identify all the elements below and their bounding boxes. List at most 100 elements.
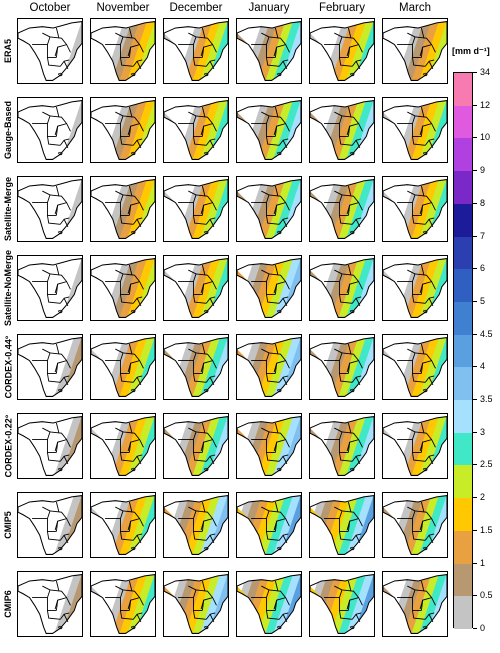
precip-band — [197, 179, 228, 239]
country-border — [201, 422, 206, 434]
country-border — [178, 589, 197, 599]
lesotho-outline — [422, 388, 428, 393]
map-panel — [17, 176, 83, 242]
map-panel — [382, 176, 448, 242]
country-border — [115, 190, 124, 196]
lesotho-outline — [130, 72, 136, 77]
map-panel — [382, 255, 448, 321]
lesotho-outline — [57, 309, 63, 314]
lesotho-outline — [349, 625, 355, 630]
country-border — [420, 580, 425, 592]
country-border — [411, 294, 426, 304]
country-border — [136, 377, 142, 386]
precip-band — [416, 495, 447, 555]
country-border — [351, 138, 362, 146]
precip-band — [189, 258, 225, 318]
precip-band — [124, 179, 155, 239]
country-border — [119, 360, 130, 374]
row-label-text: Satellite-Merge — [3, 176, 13, 242]
map-panel — [382, 571, 448, 637]
country-border — [105, 589, 124, 599]
country-border — [347, 343, 352, 355]
country-border — [119, 294, 134, 304]
colorbar-label: 2 — [480, 492, 486, 503]
precip-band — [43, 574, 79, 634]
country-border — [128, 422, 133, 434]
country-border — [419, 284, 424, 294]
coastline — [164, 337, 228, 397]
country-border — [63, 219, 69, 228]
country-border — [274, 281, 290, 295]
country-border — [119, 136, 134, 146]
coastline — [164, 179, 228, 239]
country-border — [420, 123, 436, 137]
country-border — [192, 373, 207, 383]
coastline — [18, 179, 82, 239]
map-panel — [163, 413, 229, 479]
map-panel — [236, 571, 302, 637]
country-border — [192, 57, 207, 67]
precip-band — [181, 21, 217, 81]
precip-band — [35, 21, 71, 81]
map-panel — [90, 413, 156, 479]
country-border — [55, 264, 60, 276]
country-border — [46, 531, 61, 541]
country-border — [136, 219, 142, 228]
country-border — [192, 215, 207, 225]
country-border — [424, 217, 435, 225]
country-border — [334, 111, 343, 117]
country-border — [414, 36, 432, 45]
country-border — [209, 298, 215, 307]
country-border — [195, 352, 213, 361]
coastline — [237, 495, 301, 555]
country-border — [119, 452, 134, 462]
row-label: CORDEX-0.44° — [1, 329, 15, 405]
country-border — [273, 442, 278, 452]
precip-band — [108, 21, 144, 81]
country-border — [268, 589, 286, 598]
country-border — [261, 190, 270, 196]
precip-band — [400, 337, 436, 397]
country-border — [119, 439, 130, 453]
country-border — [273, 363, 278, 373]
country-border — [268, 36, 286, 45]
country-border — [128, 360, 144, 374]
precip-band — [51, 179, 82, 239]
precip-band — [400, 416, 436, 476]
precip-band — [327, 495, 363, 555]
lesotho-outline — [276, 72, 282, 77]
country-border — [347, 501, 352, 513]
precip-band — [181, 100, 217, 160]
country-border — [188, 190, 197, 196]
country-border — [351, 296, 362, 304]
lesotho-outline — [349, 230, 355, 235]
lesotho-outline — [130, 625, 136, 630]
africa-map-icon — [383, 258, 447, 318]
country-border — [261, 348, 270, 354]
africa-map-icon — [91, 21, 155, 81]
precip-band — [108, 179, 144, 239]
country-border — [119, 531, 134, 541]
country-border — [46, 452, 61, 462]
country-border — [341, 510, 359, 519]
coastline — [91, 574, 155, 634]
country-border — [46, 215, 61, 225]
map-panel — [17, 413, 83, 479]
country-border — [128, 202, 144, 216]
country-border — [420, 202, 436, 216]
country-border — [192, 439, 203, 453]
country-border — [192, 123, 203, 137]
country-border — [355, 61, 361, 70]
column-header: December — [169, 2, 223, 14]
coastline — [18, 21, 82, 81]
country-border — [192, 452, 207, 462]
country-border — [54, 521, 59, 531]
row-label-text: ERA5 — [3, 38, 14, 64]
africa-map-icon — [310, 21, 374, 81]
country-border — [334, 348, 343, 354]
colorbar-segment — [454, 334, 472, 368]
country-border — [273, 600, 278, 610]
country-border — [55, 185, 60, 197]
country-border — [424, 612, 435, 620]
country-border — [414, 589, 432, 598]
